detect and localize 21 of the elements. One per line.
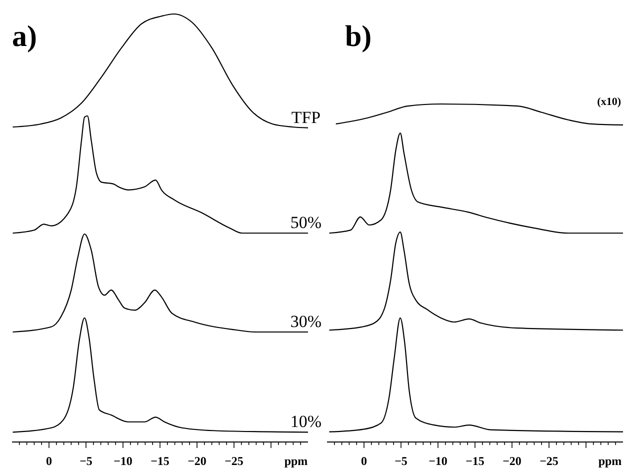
chart-title: b) <box>345 20 372 53</box>
x-axis-title: ppm <box>598 454 622 468</box>
series-label: 50% <box>290 213 322 232</box>
x-tick-label: −20 <box>502 454 522 468</box>
x-axis-title: ppm <box>284 454 308 468</box>
x-tick-label: −5 <box>394 454 408 468</box>
x-tick-label: −20 <box>188 454 206 468</box>
series-label: TFP <box>291 108 321 127</box>
chart-title: a) <box>12 20 37 53</box>
series-label: 10% <box>290 412 322 432</box>
x-tick-label: −10 <box>114 454 132 468</box>
x-tick-label: −10 <box>428 454 448 468</box>
x-tick-label: −25 <box>540 454 558 468</box>
x-tick-label: −5 <box>80 454 92 468</box>
annotation: (x10) <box>597 96 622 108</box>
series-label: 30% <box>290 312 322 332</box>
x-tick-label: 0 <box>46 454 52 468</box>
x-tick-label: 0 <box>361 454 367 468</box>
x-tick-label: −15 <box>466 454 484 468</box>
x-tick-label: −15 <box>150 454 170 468</box>
x-tick-label: −25 <box>224 454 244 468</box>
